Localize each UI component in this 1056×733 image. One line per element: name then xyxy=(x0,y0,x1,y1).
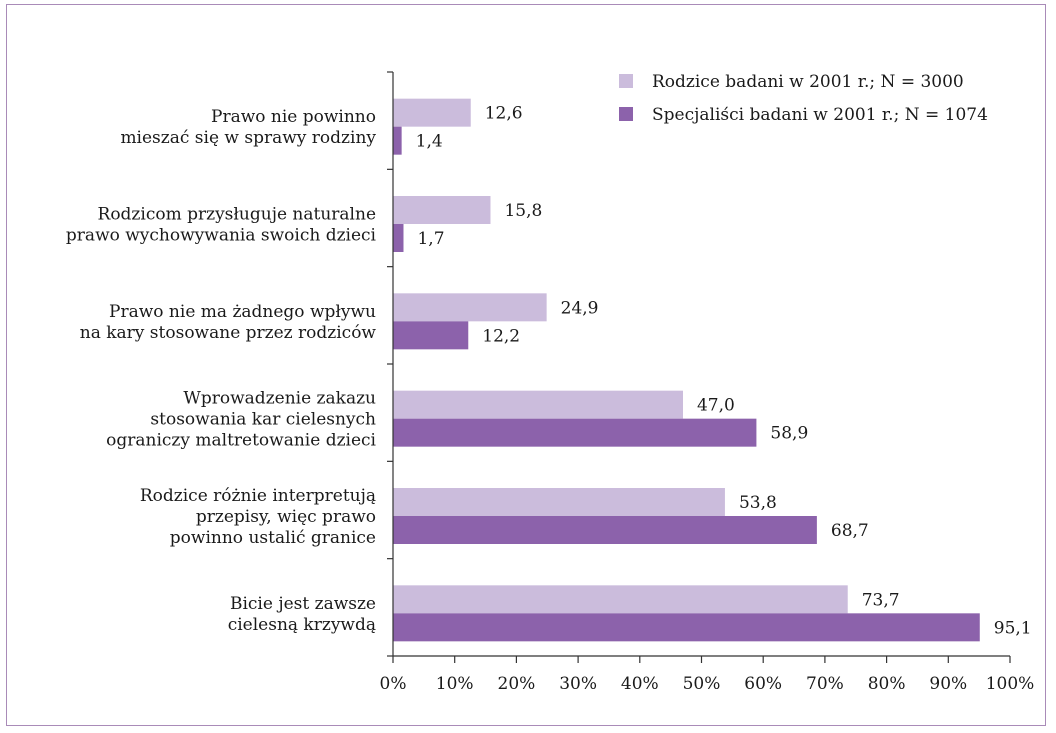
legend-label: Rodzice badani w 2001 r.; N = 3000 xyxy=(652,72,964,92)
legend: Rodzice badani w 2001 r.; N = 3000 Specja… xyxy=(619,72,988,125)
x-tick-label: 60% xyxy=(744,674,782,694)
bars-layer: 12,6 1,4 15,8 1,7 24,9 12,2 47,0 58,9 53,8 68,7 73… xyxy=(393,98,1032,642)
bar xyxy=(393,196,491,224)
category-label: Rodzice różnie interpretują xyxy=(140,486,376,506)
bar xyxy=(393,488,725,516)
data-label: 12,6 xyxy=(485,104,523,124)
data-label: 95,1 xyxy=(994,618,1032,638)
category-label: Rodzicom przysługuje naturalne xyxy=(98,205,376,225)
data-label: 68,7 xyxy=(831,521,869,541)
bar xyxy=(393,390,683,419)
data-label: 47,0 xyxy=(697,396,735,416)
x-tick-label: 40% xyxy=(621,674,659,694)
data-label: 24,9 xyxy=(561,298,599,318)
category-label: Prawo nie powinno xyxy=(211,107,376,127)
category-label: mieszać się w sprawy rodziny xyxy=(120,128,376,148)
bar xyxy=(393,585,848,614)
bar xyxy=(393,224,404,252)
x-tick-label: 10% xyxy=(436,674,474,694)
data-label: 1,7 xyxy=(417,229,444,249)
x-tick-label: 90% xyxy=(929,674,967,694)
data-label: 15,8 xyxy=(504,201,542,221)
category-label: Prawo nie ma żadnego wpływu xyxy=(109,302,376,322)
data-label: 73,7 xyxy=(862,590,900,610)
bar xyxy=(393,321,469,350)
x-tick-label: 50% xyxy=(683,674,721,694)
bar xyxy=(393,98,471,127)
bar xyxy=(393,613,980,642)
category-label: przepisy, więc prawo xyxy=(196,507,376,527)
category-label: cielesną krzywdą xyxy=(228,615,376,635)
category-label: ograniczy maltretowanie dzieci xyxy=(106,431,376,451)
x-tick-label: 100% xyxy=(986,674,1035,694)
legend-label: Specjaliści badani w 2001 r.; N = 1074 xyxy=(652,105,988,125)
x-tick-label: 20% xyxy=(498,674,536,694)
data-label: 58,9 xyxy=(770,424,808,444)
bar xyxy=(393,418,757,447)
x-tick-label: 80% xyxy=(868,674,906,694)
category-label: prawo wychowywania swoich dzieci xyxy=(66,226,377,246)
category-label: na kary stosowane przez rodziców xyxy=(80,323,377,343)
bar xyxy=(393,516,817,544)
x-tick-label: 0% xyxy=(380,674,407,694)
legend-swatch xyxy=(619,107,633,121)
x-tick-label: 70% xyxy=(806,674,844,694)
data-label: 12,2 xyxy=(482,326,520,346)
category-label: powinno ustalić granice xyxy=(170,528,376,548)
category-label: Wprowadzenie zakazu xyxy=(183,389,376,409)
axes-layer: 0% 10% 20% 30% 40% 50% 60% 70% 80% 90% 100% xyxy=(380,71,1035,694)
bar xyxy=(393,293,547,322)
data-label: 1,4 xyxy=(416,132,443,152)
category-label: stosowania kar cielesnych xyxy=(150,410,376,430)
data-label: 53,8 xyxy=(739,493,777,513)
bar xyxy=(393,126,402,155)
category-label: Bicie jest zawsze xyxy=(230,594,376,614)
x-tick-label: 30% xyxy=(559,674,597,694)
legend-swatch xyxy=(619,74,633,88)
